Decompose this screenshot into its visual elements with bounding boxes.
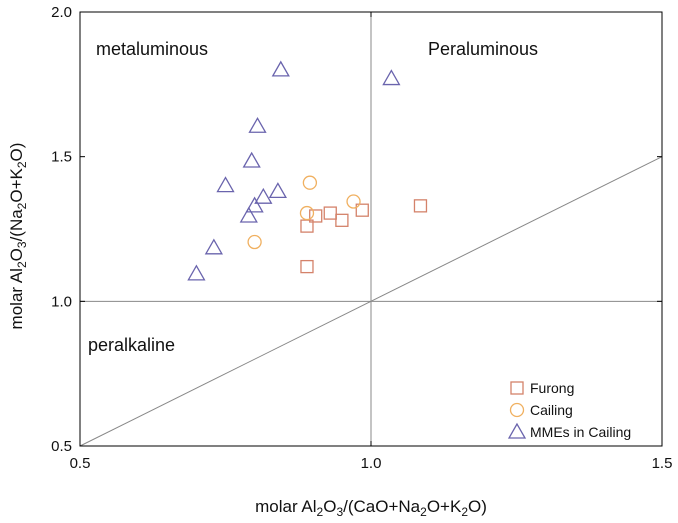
circle-data-point bbox=[302, 175, 318, 190]
legend-square-symbol bbox=[510, 381, 524, 395]
triangle-data-point bbox=[271, 60, 290, 77]
y-tick-label: 1.5 bbox=[51, 149, 72, 166]
legend-label: Cailing bbox=[530, 402, 573, 418]
triangle-data-point bbox=[254, 187, 273, 204]
region-label-metaluminous: metaluminous bbox=[96, 39, 208, 59]
triangle-data-point bbox=[268, 182, 288, 199]
y-axis-title: molar Al2O3/(Na2O+K2O) bbox=[7, 143, 29, 330]
y-tick-label: 2.0 bbox=[51, 4, 72, 21]
triangle-data-point bbox=[382, 69, 401, 86]
diagonal-boundary-line bbox=[79, 156, 663, 447]
legend-triangle-symbol bbox=[507, 422, 527, 439]
circle-data-point bbox=[299, 205, 315, 221]
circle-data-point bbox=[346, 194, 361, 209]
region-label-peraluminous: Peraluminous bbox=[428, 39, 538, 59]
square-data-point bbox=[300, 259, 314, 274]
data-points bbox=[187, 60, 428, 281]
reference-lines bbox=[79, 12, 663, 447]
legend-label: Furong bbox=[530, 380, 574, 396]
triangle-data-point bbox=[204, 238, 223, 255]
axis-ticks: 0.5 1.0 1.5 0.5 1.0 1.5 2.0 bbox=[51, 4, 672, 472]
x-tick-label: 1.5 bbox=[652, 455, 673, 472]
triangle-data-point bbox=[242, 151, 261, 168]
x-axis-title: molar Al2O3/(CaO+Na2O+K2O) bbox=[255, 497, 487, 519]
square-data-point bbox=[355, 203, 369, 217]
square-data-point bbox=[413, 199, 428, 213]
square-data-point bbox=[309, 209, 323, 223]
square-data-point bbox=[335, 213, 349, 227]
x-tick-label: 1.0 bbox=[361, 455, 382, 472]
y-tick-label: 0.5 bbox=[51, 438, 72, 455]
triangle-data-point bbox=[216, 176, 235, 193]
triangle-data-point bbox=[187, 264, 206, 281]
square-data-point bbox=[323, 206, 337, 220]
y-tick-label: 1.0 bbox=[51, 293, 72, 310]
legend-label: MMEs in Cailing bbox=[530, 424, 631, 440]
legend-circle-symbol bbox=[509, 402, 525, 418]
circle-data-point bbox=[247, 234, 262, 250]
triangle-data-point bbox=[245, 196, 264, 213]
legend: Furong Cailing MMEs in Cailing bbox=[507, 380, 631, 440]
triangle-data-point bbox=[239, 206, 258, 223]
x-tick-label: 0.5 bbox=[70, 455, 91, 472]
region-label-peralkaline: peralkaline bbox=[88, 335, 175, 355]
triangle-data-point bbox=[248, 116, 267, 133]
